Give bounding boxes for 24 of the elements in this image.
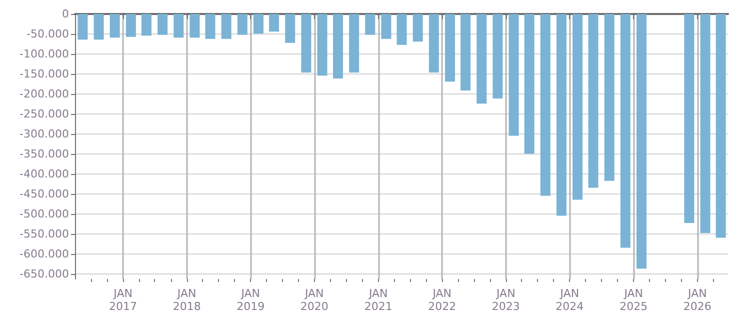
y-tick-label: -350.000 xyxy=(20,148,69,161)
x-tick-label: JAN 2019 xyxy=(236,287,265,313)
x-tick-label: JAN 2018 xyxy=(172,287,201,313)
x-tick-label: JAN 2021 xyxy=(364,287,392,313)
y-tick-label: -300.000 xyxy=(20,128,69,141)
x-tick-label: JAN 2022 xyxy=(428,287,456,313)
y-tick-label: -150.000 xyxy=(20,68,69,81)
x-tick-label: JAN 2024 xyxy=(556,287,584,313)
x-tick-label: JAN 2017 xyxy=(109,287,138,313)
y-tick-label: -450.000 xyxy=(20,188,69,201)
y-tick-label: -50.000 xyxy=(26,28,69,41)
y-tick-label: -100.000 xyxy=(20,48,69,61)
x-tick-label: JAN 2023 xyxy=(492,287,520,313)
x-tick-label: JAN 2025 xyxy=(620,287,648,313)
x-tick-label: JAN 2026 xyxy=(683,287,712,313)
y-tick-label: 0 xyxy=(62,8,69,20)
y-tick-label: -550.000 xyxy=(20,228,69,241)
x-tick-label: JAN 2020 xyxy=(300,287,328,313)
y-tick-label: -400.000 xyxy=(20,168,69,181)
y-tick-label: -600.000 xyxy=(20,248,69,261)
y-tick-label: -500.000 xyxy=(20,208,69,221)
y-tick-label: -650.000 xyxy=(20,268,69,281)
y-tick-label: -250.000 xyxy=(20,108,69,121)
y-tick-label: -200.000 xyxy=(20,88,69,101)
